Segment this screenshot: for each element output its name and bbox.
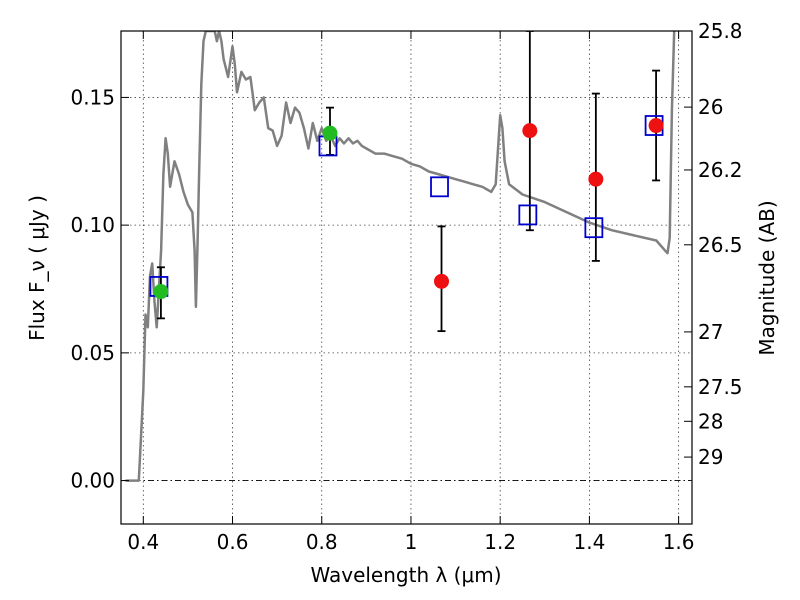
observed-flux-point (153, 284, 169, 300)
right-tick-label: 26.2 (698, 158, 743, 182)
right-tick-label: 29 (698, 445, 723, 469)
x-axis-ticks: 0.4 0.6 0.8 1 1.2 1.4 1.6 (127, 31, 695, 554)
right-tick-label: 26 (698, 95, 723, 119)
y-axis-ticks: 0.00 0.05 0.10 0.15 (70, 85, 129, 493)
observed-flux-point (588, 171, 604, 187)
plot-background (121, 31, 692, 524)
y-tick-label: 0.00 (70, 469, 115, 493)
right-tick-label: 27.5 (698, 375, 743, 399)
model-photometry-square (518, 204, 538, 226)
x-tick-label: 0.6 (217, 530, 249, 554)
observed-flux-point (322, 125, 338, 141)
observed-flux-point (522, 123, 538, 139)
x-axis-label: Wavelength λ (μm) (310, 563, 501, 587)
observed-photometry-layer (153, 118, 664, 300)
right-tick-label: 26.5 (698, 233, 743, 257)
right-axis-label: Magnitude (AB) (755, 200, 779, 355)
observed-flux-point (648, 118, 664, 134)
model-photometry-square (584, 217, 604, 239)
right-axis-ticks: 25.8 26 26.2 26.5 27 27.5 28 29 (684, 19, 743, 469)
model-sed-line (125, 31, 676, 482)
plot-frame (120, 30, 693, 525)
x-tick-label: 1 (405, 530, 418, 554)
grid (121, 31, 692, 524)
y-tick-label: 0.05 (70, 341, 115, 365)
observed-flux-point (434, 273, 450, 289)
x-tick-label: 1.4 (573, 530, 605, 554)
y-tick-label: 0.10 (70, 213, 115, 237)
x-tick-label: 0.4 (127, 530, 159, 554)
model-sed-layer (125, 31, 676, 482)
right-tick-label: 28 (698, 409, 723, 433)
model-photometry-square (430, 176, 449, 198)
y-axis-label: Flux F_ν ( μJy ) (25, 195, 49, 341)
x-tick-label: 1.6 (663, 530, 695, 554)
x-tick-label: 0.8 (306, 530, 338, 554)
y-tick-label: 0.15 (70, 85, 115, 109)
x-tick-label: 1.2 (484, 530, 516, 554)
right-tick-label: 25.8 (698, 19, 743, 43)
right-tick-label: 27 (698, 320, 723, 344)
